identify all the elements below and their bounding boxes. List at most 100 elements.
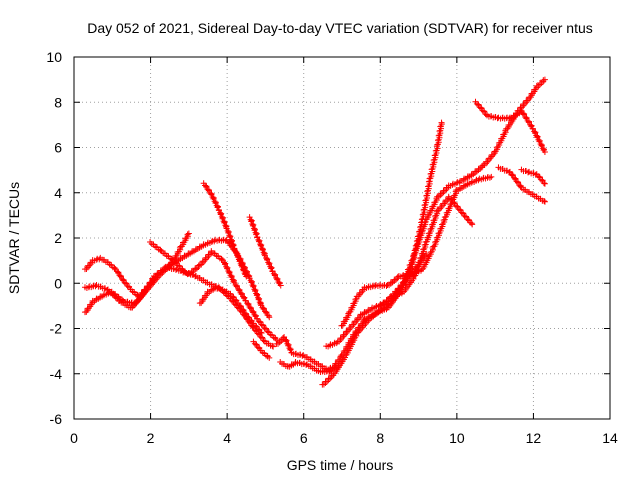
data-point (261, 251, 268, 258)
data-point (184, 231, 191, 238)
data-point (450, 199, 457, 206)
data-point (266, 314, 273, 321)
data-point (269, 342, 276, 349)
data-point (517, 183, 524, 190)
data-point (124, 283, 131, 290)
data-point (255, 318, 262, 325)
x-tick-label: 0 (70, 430, 78, 446)
x-tick-label: 4 (223, 430, 231, 446)
data-point (218, 287, 225, 294)
data-point (254, 344, 261, 351)
series-arc-3 (81, 248, 280, 343)
data-point (479, 107, 486, 114)
data-point (111, 265, 118, 272)
chart-title: Day 052 of 2021, Sidereal Day-to-day VTE… (87, 20, 593, 36)
data-point (425, 178, 432, 185)
plot-frame (73, 56, 611, 420)
y-tick-label: 8 (54, 94, 62, 110)
data-point (266, 354, 273, 361)
series-arc-17 (495, 164, 548, 205)
data-point (238, 262, 245, 269)
data-point (303, 361, 310, 368)
series-arc-5 (162, 230, 192, 273)
data-point (223, 224, 230, 231)
y-tick-label: 0 (54, 275, 62, 291)
data-point (452, 202, 459, 209)
data-point (488, 173, 495, 180)
data-point (406, 271, 413, 278)
data-point (195, 262, 202, 269)
data-point (455, 206, 462, 213)
data-point (541, 198, 548, 205)
data-point (538, 176, 545, 183)
data-point (541, 180, 548, 187)
data-point (264, 328, 271, 335)
data-point (486, 174, 493, 181)
data-point (541, 76, 548, 83)
x-tick-label: 2 (147, 430, 155, 446)
tick-labels: 0 2 4 6 8 10 12 14 -6 -4 -2 0 2 4 6 8 10 (46, 49, 618, 446)
data-point (244, 313, 251, 320)
x-tick-label: 10 (449, 430, 465, 446)
data-point (508, 171, 515, 178)
data-point (447, 195, 454, 202)
data-point (254, 326, 261, 332)
x-tick-label: 12 (526, 430, 542, 446)
data-point (228, 293, 235, 300)
data-point (513, 178, 520, 185)
data-point (482, 111, 489, 118)
data-point (510, 174, 517, 181)
data-point (247, 316, 254, 323)
data-point (157, 247, 164, 254)
data-point (469, 221, 476, 228)
y-tick-label: -4 (50, 366, 63, 382)
data-point (464, 216, 471, 223)
y-tick-label: 4 (54, 185, 62, 201)
x-axis-label: GPS time / hours (287, 457, 394, 473)
data-point (277, 282, 284, 289)
data-point (119, 296, 126, 303)
series-arc-14 (338, 173, 495, 329)
data-point (473, 100, 480, 107)
x-tick-label: 8 (376, 430, 384, 446)
data-point (251, 340, 258, 347)
data-point (261, 324, 268, 331)
data-points (81, 76, 548, 388)
data-point (525, 169, 532, 176)
data-point (260, 337, 267, 344)
data-point (461, 212, 468, 219)
y-tick-label: -2 (50, 321, 63, 337)
data-point (258, 321, 265, 328)
series-arc-18 (518, 166, 548, 187)
data-point (231, 296, 238, 303)
data-point (438, 119, 445, 126)
data-point (172, 266, 179, 273)
data-point (541, 149, 548, 156)
y-tick-label: 10 (46, 49, 62, 65)
x-tick-label: 6 (300, 430, 308, 446)
data-point (243, 273, 250, 280)
data-point (230, 278, 237, 285)
x-tick-label: 14 (602, 430, 618, 446)
data-point (257, 300, 264, 307)
data-point (535, 173, 542, 180)
data-point (258, 330, 265, 337)
data-point (299, 352, 306, 359)
data-point (257, 329, 264, 336)
data-point (541, 198, 548, 205)
data-point (270, 343, 277, 350)
data-point (458, 209, 465, 216)
series-arc-9 (250, 338, 273, 361)
data-point (383, 283, 390, 290)
data-point (251, 322, 258, 329)
series-arc-8 (246, 214, 284, 289)
series-arc-16 (472, 98, 548, 156)
y-axis-label: SDTVAR / TECUs (6, 182, 22, 294)
data-point (506, 115, 513, 122)
y-tick-label: 6 (54, 140, 62, 156)
data-point (479, 163, 486, 170)
data-point (185, 230, 192, 237)
y-tick-label: -6 (50, 411, 63, 427)
series-arc-15 (376, 193, 476, 309)
